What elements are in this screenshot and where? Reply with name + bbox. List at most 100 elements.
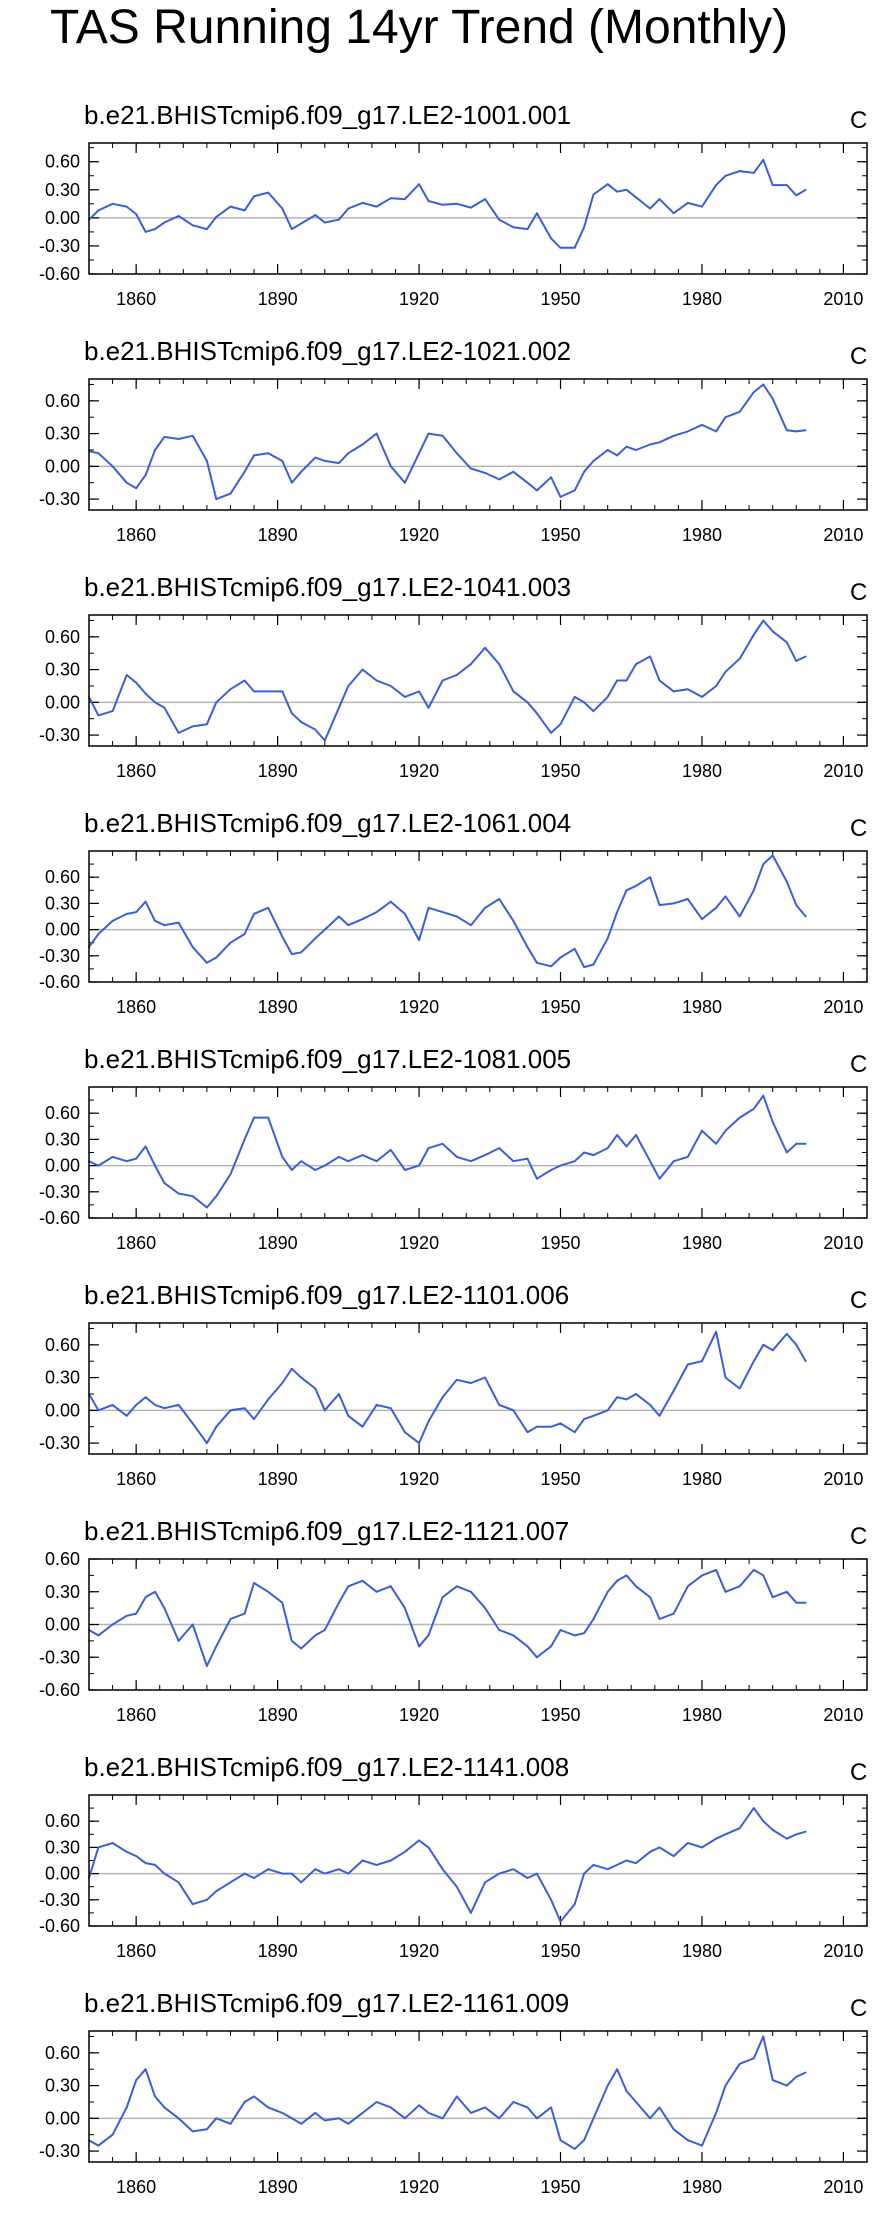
data-point: [125, 1414, 128, 1417]
data-point: [253, 1582, 255, 1584]
panel-title: b.e21.BHISTcmip6.f09_g17.LE2-1001.001: [84, 100, 571, 130]
data-point: [215, 2117, 218, 2120]
data-point: [724, 1129, 727, 1132]
data-point: [583, 470, 585, 473]
data-point: [752, 889, 755, 892]
data-point: [125, 912, 128, 915]
data-point: [404, 198, 406, 201]
data-point: [701, 1360, 703, 1363]
data-point: [649, 1850, 652, 1853]
data-point: [97, 452, 100, 455]
plot-frame: [88, 1086, 868, 1219]
data-point: [715, 184, 718, 187]
x-tick-label: 1920: [399, 289, 439, 309]
series-line-trend: [88, 854, 807, 969]
y-tick-label: 0.30: [45, 1368, 80, 1388]
data-point: [498, 1872, 501, 1875]
plot-frame: [88, 614, 868, 747]
x-tick-label: 1860: [116, 1941, 156, 1961]
data-point: [267, 1398, 270, 1401]
data-point: [762, 1094, 765, 1097]
data-point: [771, 1349, 774, 1352]
data-point: [281, 935, 284, 938]
data-point: [625, 679, 628, 682]
chart-panel-3: b.e21.BHISTcmip6.f09_g17.LE2-1041.003 C 18…: [39, 572, 868, 781]
data-point: [177, 732, 180, 734]
data-point: [785, 2084, 788, 2087]
data-point: [724, 1376, 727, 1379]
data-point: [715, 2111, 718, 2114]
data-point: [125, 1850, 128, 1853]
x-tick-label: 1890: [258, 1705, 298, 1725]
data-point: [154, 701, 156, 704]
data-point: [484, 1376, 486, 1379]
data-point: [804, 188, 807, 191]
x-tick-label: 1950: [540, 1941, 580, 1961]
data-point: [526, 946, 529, 948]
data-point: [512, 1634, 515, 1637]
data-point: [701, 205, 703, 208]
panel-title: b.e21.BHISTcmip6.f09_g17.LE2-1061.004: [84, 808, 571, 838]
data-point: [290, 1872, 293, 1875]
data-point: [267, 690, 270, 693]
x-tick-label: 1950: [540, 2177, 580, 2197]
data-point: [404, 912, 406, 915]
data-point: [701, 423, 703, 426]
data-point: [512, 1160, 515, 1163]
data-point: [144, 1396, 147, 1399]
data-point: [281, 690, 284, 693]
data-point: [267, 906, 270, 909]
data-point: [738, 2062, 741, 2065]
x-tick-label: 2010: [823, 1941, 863, 1961]
data-point: [404, 2117, 406, 2120]
data-point: [498, 1147, 501, 1150]
data-point: [658, 2106, 661, 2109]
x-tick-label: 1950: [540, 525, 580, 545]
data-point: [253, 1418, 255, 1420]
data-point: [215, 1195, 218, 1198]
x-tick-label: 1890: [258, 1233, 298, 1253]
data-point: [804, 1601, 807, 1604]
data-point: [625, 188, 628, 191]
data-point: [625, 2090, 628, 2092]
chart-panel-7: b.e21.BHISTcmip6.f09_g17.LE2-1121.007 C 18…: [39, 1516, 868, 1725]
x-tick-label: 1890: [258, 761, 298, 781]
data-point: [635, 196, 637, 199]
data-point: [606, 183, 609, 186]
data-point: [672, 1160, 675, 1163]
series-line-trend: [88, 1568, 806, 1667]
data-point: [686, 898, 689, 900]
data-point: [111, 919, 114, 922]
data-point: [404, 481, 406, 484]
data-point: [573, 1903, 576, 1906]
data-point: [427, 2111, 430, 2114]
data-point: [470, 2111, 472, 2114]
x-tick-label: 1980: [682, 1233, 722, 1253]
data-point: [785, 1590, 788, 1593]
data-point: [484, 906, 486, 909]
data-point: [672, 1855, 675, 1858]
x-tick-label: 1980: [682, 2177, 722, 2197]
data-point: [635, 1134, 637, 1136]
data-point: [215, 1425, 218, 1428]
data-point: [785, 1837, 788, 1840]
data-point: [389, 2106, 392, 2109]
units-label: C: [850, 815, 867, 842]
data-point: [177, 1403, 180, 1406]
data-point: [323, 928, 326, 931]
data-point: [470, 1382, 472, 1384]
data-point: [253, 1116, 255, 1119]
x-tick-label: 1920: [399, 1469, 439, 1489]
data-point: [418, 2104, 420, 2107]
data-point: [526, 2106, 529, 2109]
data-point: [267, 1116, 270, 1119]
data-point: [163, 435, 166, 438]
plot-frame: [88, 1558, 868, 1691]
data-point: [804, 1142, 807, 1145]
data-point: [715, 685, 718, 687]
data-point: [785, 184, 788, 187]
data-point: [290, 953, 293, 955]
data-point: [338, 1155, 340, 1158]
data-point: [111, 1623, 114, 1626]
data-point: [686, 1155, 689, 1158]
